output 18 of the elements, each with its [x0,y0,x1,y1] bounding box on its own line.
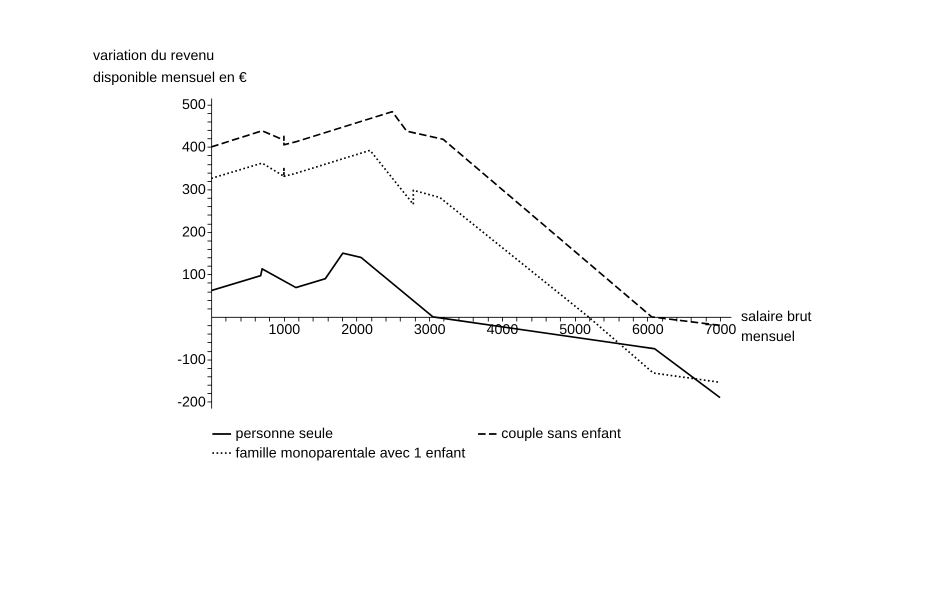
x-tick-label: 6000 [632,322,664,338]
legend-label: couple sans enfant [501,426,621,442]
x-tick-label: 2000 [341,322,373,338]
y-axis-title: variation du revenu disponible mensuel en € [93,48,247,86]
legend-label: famille monoparentale avec 1 enfant [236,445,466,462]
y-tick-label: 200 [182,224,206,241]
x-tick-label: 1000 [268,322,300,338]
y-tick-label: 100 [182,267,206,284]
y-tick-label: -200 [177,394,206,410]
x-axis-title: salaire brut mensuel [741,309,812,346]
y-tick-label: -100 [177,352,206,368]
x-tick-label: 3000 [414,322,446,338]
legend-label: personne seule [236,426,334,442]
x-tick-label: 5000 [559,322,592,338]
y-tick-label: 500 [182,97,206,114]
x-tick-label: 7000 [704,322,736,338]
y-tick-label: 300 [182,182,206,198]
y-tick-label: 400 [182,140,206,156]
